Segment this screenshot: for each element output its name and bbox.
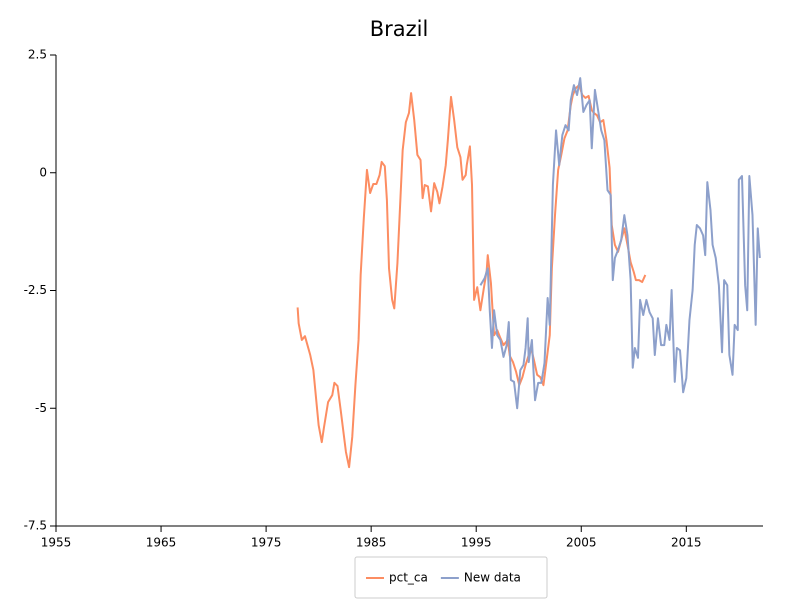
x-tick-label: 2005 [566, 536, 597, 550]
legend-label: New data [464, 571, 521, 585]
x-tick-label: 1955 [41, 536, 72, 550]
x-tick-label: 2015 [671, 536, 702, 550]
y-tick-label: -5 [35, 401, 47, 415]
y-tick-label: 2.5 [28, 48, 47, 62]
y-tick-label: 0 [39, 165, 47, 179]
x-tick-label: 1995 [461, 536, 492, 550]
series-line [479, 77, 761, 410]
x-tick-label: 1975 [251, 536, 282, 550]
legend-label: pct_ca [389, 571, 428, 585]
y-tick-label: -7.5 [24, 519, 47, 533]
y-tick-label: -2.5 [24, 283, 47, 297]
x-tick-label: 1965 [146, 536, 177, 550]
chart-title: Brazil [370, 17, 429, 41]
x-tick-label: 1985 [356, 536, 387, 550]
series-line [296, 84, 647, 469]
